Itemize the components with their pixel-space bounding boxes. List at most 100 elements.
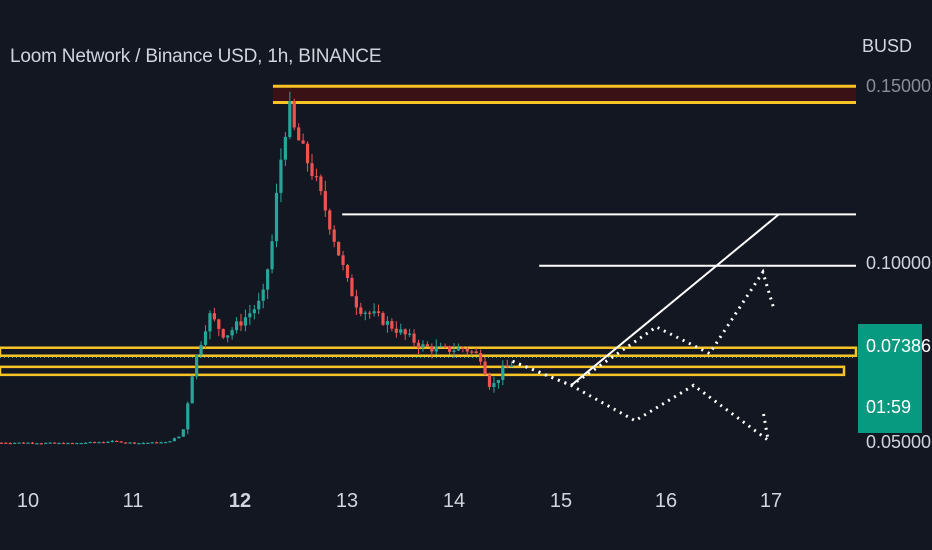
candle-body [501, 366, 505, 380]
candle-body [319, 176, 323, 192]
x-tick-15: 15 [549, 490, 573, 512]
candle-body [26, 442, 30, 444]
candle-body [266, 269, 270, 290]
y-tick-0-10: 0.10000 [866, 253, 932, 273]
projection-path-upper [512, 268, 775, 388]
candle-body [381, 312, 385, 325]
candle-body [35, 443, 39, 445]
candle-body [124, 442, 128, 444]
candle-body [0, 442, 3, 444]
y-tick-0-15: 0.15000 [866, 76, 932, 96]
candle-body [496, 379, 500, 384]
candle-body [368, 312, 372, 314]
candle-body [168, 441, 172, 443]
support-lower [0, 365, 846, 377]
candle-body [337, 241, 341, 256]
resistance-zone-fill [272, 86, 856, 103]
candle-body [372, 311, 376, 314]
candle-body [492, 383, 496, 387]
candle-body [110, 440, 114, 443]
x-tick-11: 11 [122, 490, 144, 512]
candle-body [332, 229, 336, 242]
candle-body [439, 346, 443, 348]
candle-body [57, 442, 61, 445]
projection-path-lower [512, 359, 771, 444]
x-tick-14: 14 [442, 490, 466, 512]
candle-body [17, 442, 21, 444]
candle-body [421, 344, 425, 348]
candle-body [234, 321, 239, 331]
support-upper [0, 346, 858, 357]
candle-body [61, 442, 66, 445]
candle-body [416, 342, 421, 348]
candle-body [452, 350, 456, 352]
candle-body [101, 442, 106, 444]
candle-body [97, 442, 101, 444]
candle-body [301, 140, 305, 144]
candle-body [13, 442, 17, 445]
candle-body [212, 313, 216, 320]
candle-body [128, 442, 132, 444]
candle-body [66, 442, 70, 445]
candle-body [465, 348, 469, 352]
x-tick-13: 13 [335, 490, 359, 512]
candle-body [203, 331, 208, 345]
last-price-value: 0.07386 [866, 336, 932, 356]
candle-body [505, 366, 509, 368]
candle-body [252, 309, 256, 314]
candle-body [248, 313, 252, 318]
bar-countdown: 01:59 [866, 397, 912, 417]
candle-body [474, 351, 478, 354]
candle-body [456, 347, 461, 351]
candle-body [261, 289, 265, 301]
candle-body [53, 442, 57, 444]
candle-body [150, 442, 154, 444]
candle-body [354, 296, 358, 308]
currency-label: BUSD [861, 36, 912, 56]
candle-body [403, 329, 407, 335]
candle-body [70, 442, 74, 445]
candle-body [443, 346, 447, 348]
candle-body [274, 192, 279, 242]
candle-body [412, 333, 416, 343]
candle-body [341, 255, 345, 265]
candle-body [119, 441, 123, 443]
candle-body [461, 347, 465, 349]
candle-body [279, 159, 283, 193]
candle-body [483, 361, 487, 375]
candle-body [270, 241, 274, 270]
candle-body [479, 353, 483, 362]
candle-body [106, 441, 110, 444]
candle-body [292, 101, 296, 128]
candle-body [447, 346, 452, 352]
candle-body [199, 344, 203, 355]
candle-body [88, 441, 92, 444]
candle-body [239, 321, 243, 326]
candle-body [146, 442, 150, 444]
candle-body [190, 376, 194, 404]
candle-body [177, 436, 181, 439]
candle-body [487, 374, 492, 387]
candle-body [390, 321, 394, 329]
candle-body [345, 264, 350, 278]
candle-body [430, 346, 434, 352]
candle-body [314, 175, 319, 178]
candle-body [208, 313, 212, 332]
candle-body [75, 442, 79, 445]
candle-body [132, 442, 137, 444]
candle-body [230, 330, 234, 336]
candle-body [4, 442, 8, 444]
chart-title: Loom Network / Binance USD, 1h, BINANCE [10, 46, 382, 67]
candle-body [92, 441, 97, 444]
candle-body [243, 317, 248, 326]
candle-body [8, 442, 12, 445]
candle-body [510, 365, 514, 367]
candle-body [195, 354, 199, 377]
candle-body [141, 442, 145, 445]
last-price-tag: 0.07386 01:59 [858, 324, 931, 433]
candle-body [434, 346, 438, 352]
candle-body [217, 319, 221, 329]
candle-body [226, 335, 230, 338]
candle-body [137, 443, 141, 445]
